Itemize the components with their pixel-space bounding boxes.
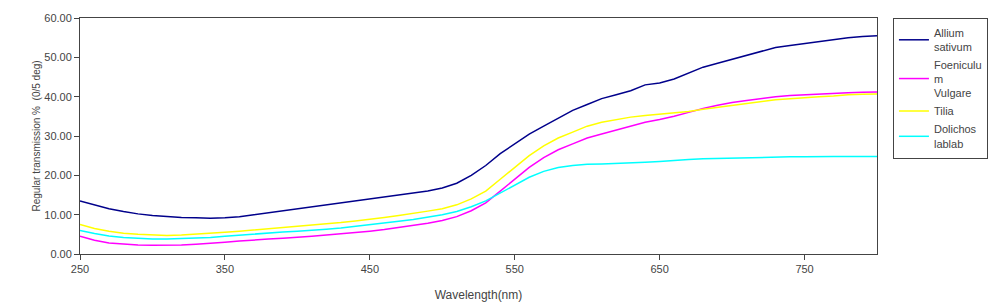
svg-text:10.00: 10.00	[44, 209, 72, 221]
svg-text:550: 550	[506, 263, 524, 275]
svg-text:350: 350	[216, 263, 234, 275]
svg-text:30.00: 30.00	[44, 130, 72, 142]
svg-text:650: 650	[650, 263, 668, 275]
svg-text:250: 250	[71, 263, 89, 275]
svg-text:50.00: 50.00	[44, 51, 72, 63]
svg-text:40.00: 40.00	[44, 91, 72, 103]
svg-text:Alliumsativum: Alliumsativum	[934, 27, 972, 53]
svg-text:FoeniculumVulgare: FoeniculumVulgare	[934, 59, 982, 100]
svg-text:450: 450	[361, 263, 379, 275]
svg-text:Wavelength(nm): Wavelength(nm)	[435, 288, 523, 302]
svg-text:60.00: 60.00	[44, 12, 72, 24]
svg-text:0.00: 0.00	[50, 248, 71, 260]
svg-text:750: 750	[795, 263, 813, 275]
svg-text:Regular transmission % (0/5 d: Regular transmission % (0/5 deg)	[31, 60, 42, 211]
svg-text:Tilia: Tilia	[934, 105, 955, 117]
svg-text:20.00: 20.00	[44, 169, 72, 181]
svg-text:Dolichoslablab: Dolichoslablab	[934, 123, 977, 149]
